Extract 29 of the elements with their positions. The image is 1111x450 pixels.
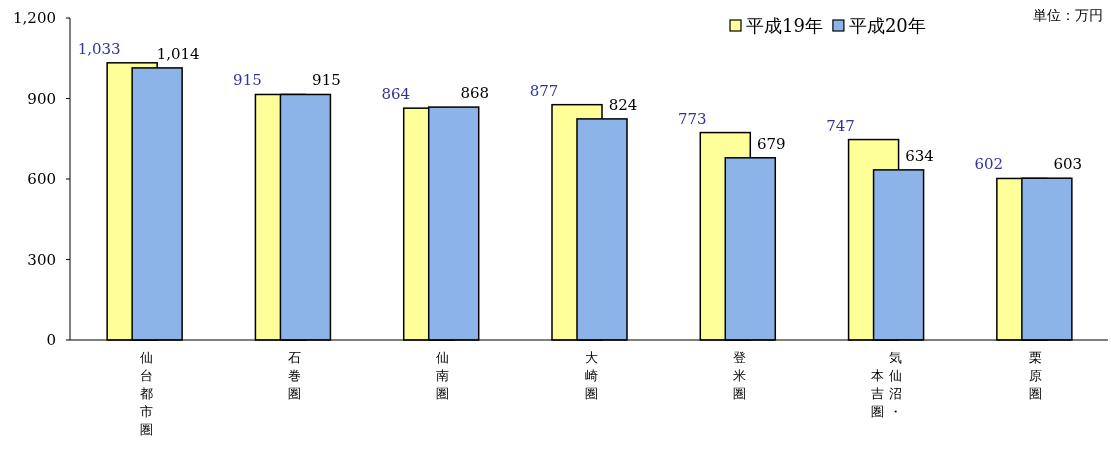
x-tick-label: 登米圏	[732, 350, 746, 401]
y-tick-label: 1,200	[13, 9, 56, 27]
y-tick-label: 300	[27, 250, 56, 269]
y-tick-label: 900	[27, 89, 56, 108]
data-label: 747	[826, 116, 855, 135]
data-label: 915	[233, 71, 262, 90]
data-label: 1,014	[156, 44, 200, 63]
y-tick-label: 600	[27, 170, 56, 188]
data-label: 773	[677, 109, 707, 128]
data-label: 877	[529, 81, 559, 100]
x-tick-label: 仙台都市圏	[139, 350, 153, 437]
legend-label: 平成19年	[746, 15, 823, 36]
x-tick-label: 仙南圏	[436, 350, 450, 401]
data-label: 634	[905, 146, 934, 165]
legend-label: 平成20年	[848, 15, 926, 36]
data-label: 864	[381, 85, 411, 104]
data-label: 679	[756, 134, 786, 153]
data-label: 1,033	[77, 39, 121, 58]
data-label: 603	[1053, 155, 1083, 174]
data-label: 868	[460, 84, 490, 103]
category-label: 気仙沼・本吉圏	[871, 350, 903, 419]
x-tick-label: 石巻圏	[287, 350, 301, 401]
x-tick-label: 栗原圏	[1029, 350, 1043, 401]
data-label: 824	[608, 95, 638, 114]
annotation: 単位：万円	[1033, 7, 1103, 23]
data-label: 915	[312, 71, 341, 90]
y-tick-label: 0	[46, 331, 56, 349]
x-tick-label: 大崎圏	[584, 350, 598, 401]
data-label: 602	[974, 155, 1004, 174]
